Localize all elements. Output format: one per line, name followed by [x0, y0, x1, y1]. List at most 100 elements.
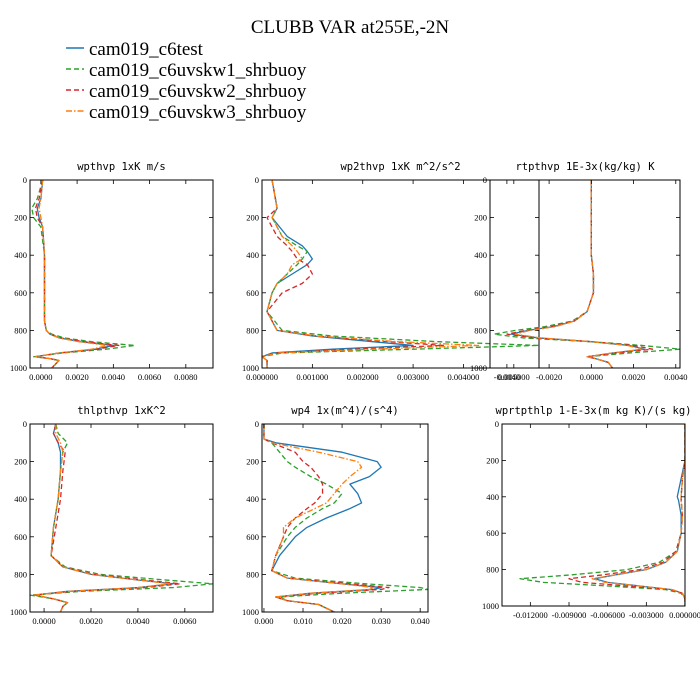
series-line-4 — [34, 180, 109, 368]
series-group — [263, 424, 428, 612]
x-tick-label: 0.0000 — [32, 616, 55, 626]
x-tick-label: -0.003000 — [629, 610, 664, 620]
x-tick-label: 0.0040 — [664, 372, 687, 382]
x-tick-label: -0.009000 — [552, 610, 587, 620]
x-tick-label: 0.0020 — [622, 372, 645, 382]
x-tick-label: 0.000 — [254, 616, 273, 626]
plot-frame — [501, 423, 686, 607]
y-tick-label: 600 — [474, 288, 487, 298]
series-line-4 — [514, 180, 643, 368]
y-tick-label: 200 — [246, 213, 259, 223]
series-line-3 — [506, 180, 654, 368]
series-line-3 — [568, 424, 685, 606]
panel-3: rtpthvp 1E-3x(kg/kg) K02004006008001000-… — [470, 161, 687, 382]
series-line-1 — [510, 180, 645, 368]
x-tick-label: -0.0020 — [536, 372, 562, 382]
y-tick-label: 800 — [246, 325, 259, 335]
x-tick-label: 0.0080 — [174, 372, 197, 382]
series-line-2 — [262, 180, 539, 368]
y-tick-label: 600 — [486, 528, 499, 538]
plot-frame — [29, 179, 214, 369]
y-tick-label: 200 — [486, 455, 499, 465]
plot-frame — [261, 179, 540, 369]
y-tick-label: 200 — [14, 457, 27, 467]
legend-item: cam019_c6uvskw2_shrbuoy — [66, 81, 307, 102]
x-tick-label: -0.006000 — [590, 610, 625, 620]
y-tick-label: 400 — [474, 250, 487, 260]
x-tick-label: 0.040 — [411, 616, 430, 626]
y-tick-label: 600 — [14, 532, 27, 542]
x-tick-label: 0.000000 — [669, 610, 700, 620]
y-tick-label: 400 — [246, 494, 259, 504]
panel-title: thlpthvp 1xK^2 — [77, 405, 166, 417]
series-group — [31, 180, 136, 368]
x-tick-label: 0.002000 — [347, 372, 379, 382]
panel-4: thlpthvp 1xK^2 0 200 400 600 800 1000 0.0000 0.0… — [10, 405, 214, 626]
x-tick-label: 0.0020 — [79, 616, 102, 626]
y-tick-label: 1000 — [10, 607, 27, 617]
legend-item: cam019_c6uvskw1_shrbuoy — [66, 60, 307, 81]
y-tick-label: 800 — [14, 325, 27, 335]
x-tick-label: 0.010 — [293, 616, 312, 626]
legend: cam019_c6test cam019_c6uvskw1_shrbuoy ca… — [66, 39, 307, 123]
series-line-3 — [34, 424, 181, 612]
panel-title: wpthvp 1xK m/s — [77, 161, 166, 173]
panel-title: wp2thvp 1xK m^2/s^2 — [340, 161, 460, 173]
plot-frame — [489, 179, 681, 369]
y-tick-label: 0 — [495, 419, 499, 429]
series-line-2 — [31, 180, 136, 368]
x-tick-label: 0.0040 — [102, 372, 125, 382]
series-line-4 — [263, 424, 374, 612]
y-tick-label: 0 — [23, 419, 27, 429]
legend-item: cam019_c6uvskw3_shrbuoy — [66, 102, 307, 123]
panel-title: wp4 1x(m^4)/(s^4) — [291, 405, 398, 417]
series-line-1 — [262, 180, 414, 368]
x-tick-label: 0.0000 — [580, 372, 603, 382]
panel-title: wprtpthlp 1-E-3x(m kg K)/(s kg) — [496, 405, 692, 417]
x-tick-label: -0.012000 — [513, 610, 548, 620]
legend-label-2: cam019_c6uvskw1_shrbuoy — [89, 60, 307, 81]
y-tick-label: 200 — [474, 213, 487, 223]
legend-item: cam019_c6test — [66, 39, 204, 60]
y-tick-label: 600 — [14, 288, 27, 298]
y-tick-label: 400 — [486, 492, 499, 502]
y-tick-label: 0 — [255, 175, 259, 185]
y-tick-label: 0 — [23, 175, 27, 185]
x-tick-label: 0.005000 — [498, 372, 530, 382]
y-tick-label: 800 — [14, 569, 27, 579]
x-tick-label: -0.0040 — [494, 372, 520, 382]
series-group — [262, 180, 539, 368]
x-tick-label: 0.0060 — [138, 372, 161, 382]
x-tick-label: 0.001000 — [296, 372, 328, 382]
y-tick-label: 200 — [246, 457, 259, 467]
y-tick-label: 1000 — [242, 363, 259, 373]
x-tick-label: 0.0040 — [126, 616, 149, 626]
y-tick-label: 800 — [486, 565, 499, 575]
y-tick-label: 400 — [246, 250, 259, 260]
y-tick-label: 0 — [255, 419, 259, 429]
x-tick-label: 0.020 — [333, 616, 352, 626]
y-tick-label: 600 — [246, 532, 259, 542]
y-tick-label: 1000 — [482, 601, 499, 611]
x-tick-label: 0.000000 — [246, 372, 278, 382]
y-tick-label: 400 — [14, 494, 27, 504]
y-tick-label: 800 — [246, 569, 259, 579]
panel-2: wp2thvp 1xK m^2/s^2020040060080010000.00… — [242, 161, 540, 382]
series-line-2 — [493, 180, 680, 368]
y-tick-label: 800 — [474, 325, 487, 335]
y-tick-label: 600 — [246, 288, 259, 298]
x-tick-label: 0.003000 — [397, 372, 429, 382]
series-group — [493, 180, 680, 368]
series-line-1 — [594, 424, 685, 606]
legend-label-1: cam019_c6test — [89, 39, 204, 60]
panel-title: rtpthvp 1E-3x(kg/kg) K — [515, 161, 655, 173]
legend-label-3: cam019_c6uvskw2_shrbuoy — [89, 81, 307, 102]
legend-label-4: cam019_c6uvskw3_shrbuoy — [89, 102, 307, 123]
series-line-2 — [30, 424, 213, 612]
series-group — [30, 424, 213, 612]
x-tick-label: 0.030 — [372, 616, 391, 626]
y-tick-label: 1000 — [470, 363, 487, 373]
